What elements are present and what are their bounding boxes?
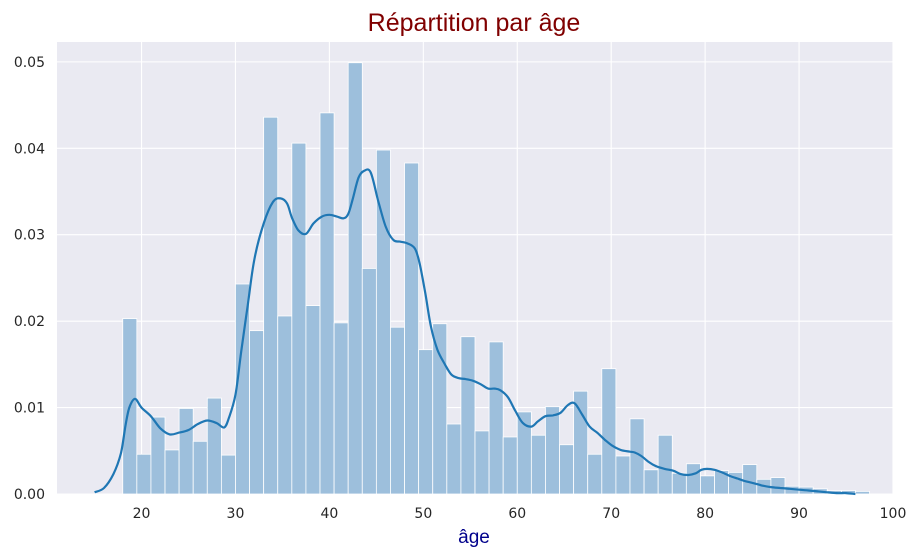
histogram-bar [742,464,758,495]
histogram-bar [375,149,391,495]
histogram-bar [573,390,589,495]
histogram-bar [657,434,673,495]
histogram-bar [559,444,575,495]
histogram-bar [361,268,377,495]
histogram-bar [235,283,250,495]
x-tick-label: 80 [696,506,714,522]
histogram-bar [347,62,363,495]
y-tick-label: 0.03 [14,228,45,244]
histogram-bar [305,305,321,495]
histogram-bar [446,423,462,495]
histogram-bar [249,330,265,495]
histogram-bar [671,472,687,495]
histogram-bars [122,62,870,495]
x-axis-label: âge [458,527,490,548]
histogram-bar [277,315,293,495]
histogram-bar [178,408,194,495]
histogram-bar [488,341,504,495]
x-tick-label: 50 [414,506,432,522]
y-tick-label: 0.02 [14,314,45,330]
histogram-bar [615,455,631,495]
histogram-bar [601,368,617,495]
histogram-bar [418,349,434,495]
x-axis-ticks: 20 30 40 50 60 70 80 90 100 [133,506,907,522]
x-tick-label: 20 [133,506,151,522]
histogram-bar [530,434,546,495]
histogram-bar [432,323,448,495]
histogram-bar [474,430,490,495]
y-tick-label: 0.04 [14,141,45,157]
histogram-bar [587,453,603,495]
histogram-bar [629,418,645,495]
kde-curve [94,168,856,496]
histogram-bar [220,454,236,495]
histogram-bar [291,142,307,495]
histogram-bar [460,336,476,495]
y-axis-ticks: 0.00 0.01 0.02 0.03 0.04 0.05 [14,55,45,503]
y-tick-label: 0.05 [14,55,45,71]
x-tick-label: 30 [227,506,245,522]
histogram-bar [390,326,405,495]
histogram-bar [192,440,208,495]
x-tick-label: 70 [602,506,620,522]
histogram-bar [206,397,222,495]
histogram-bar [136,453,152,495]
histogram-bar [164,449,180,495]
chart-title: Répartition par âge [368,9,581,37]
histogram-bar [404,162,420,495]
histogram-bar [150,416,166,495]
histogram-bar [319,112,335,495]
x-tick-label: 60 [508,506,526,522]
histogram-bar [685,463,701,495]
histogram-bar [700,475,715,495]
y-tick-label: 0.00 [14,487,45,503]
histogram-bar [502,436,518,495]
histogram-bar [855,491,870,495]
y-tick-label: 0.01 [14,401,45,417]
x-tick-label: 100 [880,506,907,522]
x-tick-label: 90 [790,506,808,522]
x-tick-label: 40 [320,506,338,522]
histogram-bar [643,469,659,495]
histogram-bar [770,477,786,495]
histogram-bar [545,406,560,495]
histogram-bar [333,322,349,495]
histogram-bar [263,116,279,495]
